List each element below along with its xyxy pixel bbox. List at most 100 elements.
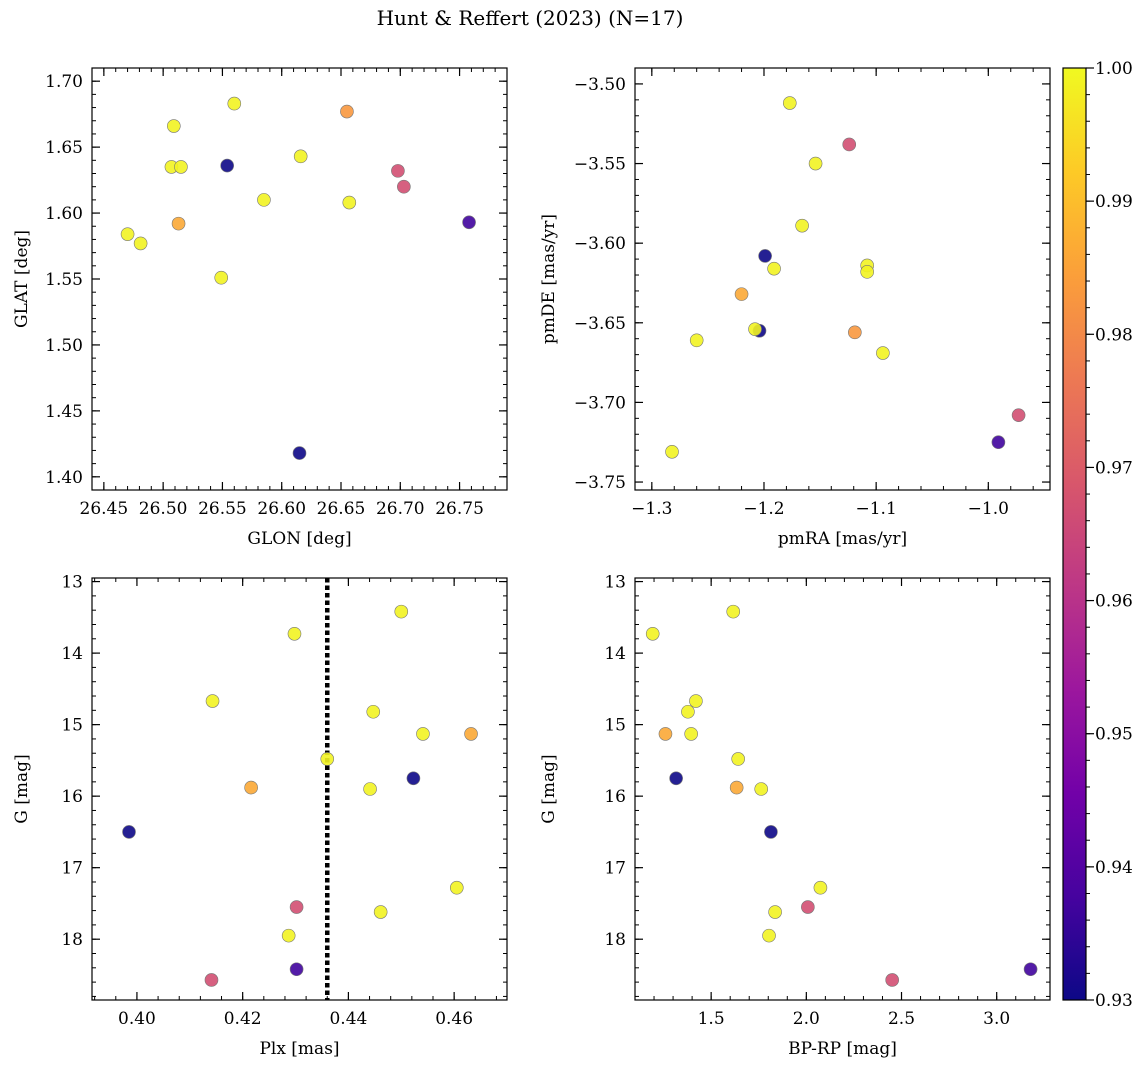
x-tick-label: 26.70 bbox=[376, 499, 425, 519]
data-point bbox=[289, 962, 304, 977]
y-tick-label: −3.75 bbox=[574, 473, 626, 493]
colorbar-gradient bbox=[1063, 68, 1086, 1000]
colorbar-tick-label: 0.99 bbox=[1095, 192, 1133, 212]
axes-frame bbox=[91, 67, 508, 491]
colorbar-tick-label: 0.93 bbox=[1095, 991, 1133, 1011]
data-point bbox=[340, 104, 354, 119]
x-tick-label: 26.60 bbox=[257, 499, 306, 519]
data-point bbox=[848, 325, 862, 340]
data-point bbox=[734, 287, 749, 301]
x-tick-label: 1.5 bbox=[698, 1009, 725, 1029]
panel-pmra-pmde: −1.3 −1.2 −1.1 −1.0 −3.75 −3.70 −3.65 −3.60 −3.5… bbox=[539, 67, 1051, 549]
data-point bbox=[122, 825, 136, 839]
axes-frame bbox=[634, 67, 1051, 491]
data-point bbox=[885, 973, 899, 987]
data-point bbox=[167, 119, 181, 133]
data-point bbox=[363, 782, 377, 796]
x-tick-label: 26.55 bbox=[198, 499, 247, 519]
data-point bbox=[782, 96, 797, 110]
y-tick-label: 13 bbox=[61, 573, 83, 593]
colorbar-tick-label: 1.00 bbox=[1095, 59, 1133, 79]
data-point bbox=[748, 322, 762, 336]
y-tick-label: −3.55 bbox=[574, 155, 626, 175]
x-tick-label: 3.0 bbox=[983, 1009, 1010, 1029]
axes-frame bbox=[634, 577, 1051, 1001]
data-point bbox=[731, 752, 745, 766]
y-tick-label: 16 bbox=[604, 787, 626, 807]
data-point bbox=[1011, 408, 1026, 422]
x-tick-label: 0.46 bbox=[435, 1009, 473, 1029]
data-point bbox=[320, 752, 335, 766]
data-point bbox=[876, 346, 890, 360]
y-tick-label: 1.45 bbox=[45, 402, 83, 422]
x-tick-label: 26.45 bbox=[80, 499, 129, 519]
y-tick-label: 1.50 bbox=[45, 336, 83, 356]
y-axis-label: G [mag] bbox=[12, 754, 32, 823]
x-tick-label: 0.40 bbox=[118, 1009, 156, 1029]
data-point bbox=[342, 195, 357, 210]
data-point bbox=[397, 179, 411, 194]
data-point bbox=[729, 780, 744, 795]
data-point bbox=[171, 216, 186, 231]
panel-bprp-g: 1.5 2.0 2.5 3.0 13 14 15 16 17 18 BP-RP [mag] G [ma… bbox=[539, 573, 1051, 1059]
data-point bbox=[689, 694, 703, 708]
data-point bbox=[289, 900, 304, 914]
data-point bbox=[684, 727, 698, 741]
data-point bbox=[220, 158, 234, 173]
x-tick-label: 0.42 bbox=[224, 1009, 262, 1029]
data-point bbox=[287, 626, 302, 641]
data-point bbox=[764, 825, 778, 839]
y-tick-label: 16 bbox=[61, 787, 83, 807]
data-point bbox=[801, 900, 815, 914]
data-point bbox=[813, 880, 828, 895]
data-point bbox=[767, 261, 781, 276]
data-point bbox=[416, 727, 430, 741]
x-tick-label: 0.44 bbox=[329, 1009, 367, 1029]
data-point bbox=[860, 265, 874, 279]
x-tick-label: 26.75 bbox=[435, 499, 484, 519]
data-point bbox=[762, 928, 776, 943]
data-point bbox=[991, 435, 1006, 450]
x-tick-label: 2.0 bbox=[793, 1009, 820, 1029]
data-point bbox=[391, 164, 405, 178]
data-point bbox=[681, 704, 695, 719]
x-axis-label: pmRA [mas/yr] bbox=[778, 529, 907, 549]
y-axis-label: GLAT [deg] bbox=[12, 230, 32, 328]
colorbar-tick-label: 0.95 bbox=[1095, 725, 1133, 745]
y-tick-label: −3.65 bbox=[574, 314, 626, 334]
y-tick-label: 15 bbox=[61, 716, 83, 736]
data-point bbox=[205, 694, 220, 708]
data-point bbox=[726, 604, 741, 619]
panels: 26.45 26.50 26.55 26.60 26.65 26.70 26.75 1.40 1… bbox=[12, 67, 1051, 1059]
data-point bbox=[669, 771, 683, 786]
data-point bbox=[658, 727, 673, 741]
data-point bbox=[257, 193, 271, 207]
data-point bbox=[204, 973, 219, 987]
y-tick-label: 17 bbox=[61, 859, 83, 879]
x-tick-label: −1.2 bbox=[743, 499, 784, 519]
y-tick-label: 18 bbox=[61, 930, 83, 950]
x-tick-label: −1.3 bbox=[631, 499, 672, 519]
data-point bbox=[244, 780, 258, 795]
y-tick-label: −3.70 bbox=[574, 393, 626, 413]
colorbar-frame bbox=[1062, 67, 1087, 1001]
data-point bbox=[133, 236, 148, 251]
colorbar-tick-label: 0.98 bbox=[1095, 325, 1133, 345]
data-point bbox=[758, 249, 772, 263]
data-point bbox=[174, 160, 188, 174]
x-tick-label: −1.0 bbox=[968, 499, 1009, 519]
y-tick-label: −3.60 bbox=[574, 234, 626, 254]
y-tick-label: 14 bbox=[61, 644, 83, 664]
data-point bbox=[449, 880, 464, 895]
colorbar: 0.93 0.94 0.95 0.96 0.97 0.98 0.99 1.00 bbox=[1062, 59, 1133, 1011]
data-point bbox=[754, 782, 769, 796]
x-tick-label: 26.50 bbox=[139, 499, 188, 519]
x-tick-label: −1.1 bbox=[856, 499, 897, 519]
y-axis-label: G [mag] bbox=[539, 754, 559, 823]
data-point bbox=[689, 333, 704, 348]
data-point bbox=[462, 215, 476, 230]
panel-glon-glat: 26.45 26.50 26.55 26.60 26.65 26.70 26.75 1.40 1… bbox=[12, 67, 508, 549]
y-tick-label: 1.60 bbox=[45, 204, 83, 224]
data-point bbox=[1023, 962, 1038, 977]
